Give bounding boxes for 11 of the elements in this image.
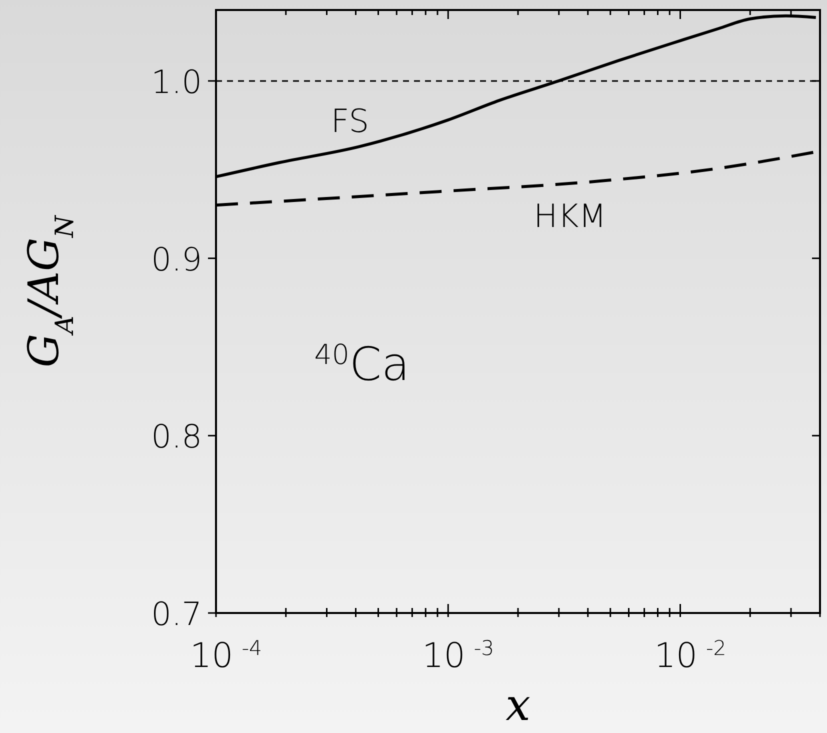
y-tick-label: 0.9 [151,240,202,278]
annotation: $^{40}$Ca [314,337,410,391]
x-tick-label: 10$^{-3}$ [422,636,494,676]
x-tick-label: 10$^{-4}$ [190,636,262,676]
annotation: FS [330,102,370,140]
y-tick-label: 0.8 [151,418,202,456]
y-tick-label: 0.7 [151,595,202,633]
x-axis-title: x [506,680,531,731]
y-tick-label: 1.0 [151,62,202,101]
x-tick-label: 10$^{-2}$ [654,636,726,676]
annotation: HKM [534,197,606,235]
